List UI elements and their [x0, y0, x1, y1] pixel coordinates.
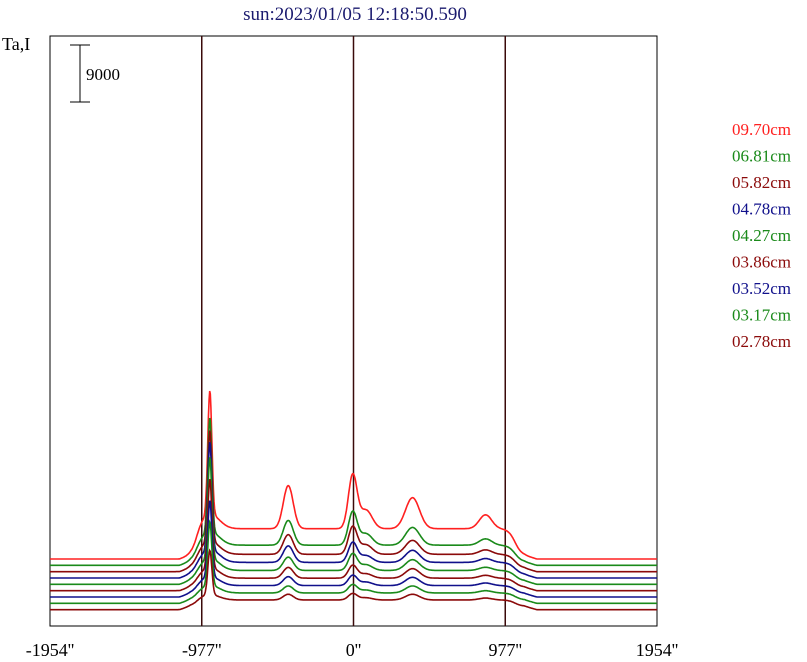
series-line-04.78cm	[50, 442, 657, 579]
reference-lines	[201, 36, 506, 626]
series-lines	[50, 390, 657, 611]
x-tick-label: 0''	[346, 640, 362, 660]
x-tick-labels: -1954'' -977'' 0'' 977'' 1954''	[26, 640, 678, 660]
series-line-03.17cm	[50, 519, 657, 605]
legend-entry-05.82cm: 05.82cm	[732, 173, 791, 192]
legend-entry-06.81cm: 06.81cm	[732, 147, 791, 166]
legend: 09.70cm 06.81cm 05.82cm 04.78cm 04.27cm 03.86…	[732, 120, 791, 351]
series-line-02.78cm	[50, 548, 657, 611]
legend-entry-03.52cm: 03.52cm	[732, 279, 791, 298]
series-line-03.52cm	[50, 500, 657, 598]
legend-entry-02.78cm: 02.78cm	[732, 332, 791, 351]
x-tick-label: -1954''	[26, 640, 74, 660]
y-axis-label: Ta,I	[2, 34, 30, 54]
scale-bar-label: 9000	[86, 65, 120, 84]
legend-entry-09.70cm: 09.70cm	[732, 120, 791, 139]
series-line-09.70cm	[50, 390, 657, 560]
x-tick-label: 1954''	[636, 640, 679, 660]
series-line-03.86cm	[50, 478, 657, 592]
series-line-04.27cm	[50, 457, 657, 586]
x-tick-label: 977''	[489, 640, 523, 660]
x-tick-label: -977''	[182, 640, 221, 660]
legend-entry-03.17cm: 03.17cm	[732, 306, 791, 325]
series-line-06.81cm	[50, 417, 657, 567]
legend-entry-04.78cm: 04.78cm	[732, 200, 791, 219]
legend-entry-04.27cm: 04.27cm	[732, 226, 791, 245]
legend-entry-03.86cm: 03.86cm	[732, 253, 791, 272]
series-line-05.82cm	[50, 430, 657, 573]
scale-bar: 9000	[70, 44, 120, 103]
chart-title: sun:2023/01/05 12:18:50.590	[243, 4, 467, 25]
